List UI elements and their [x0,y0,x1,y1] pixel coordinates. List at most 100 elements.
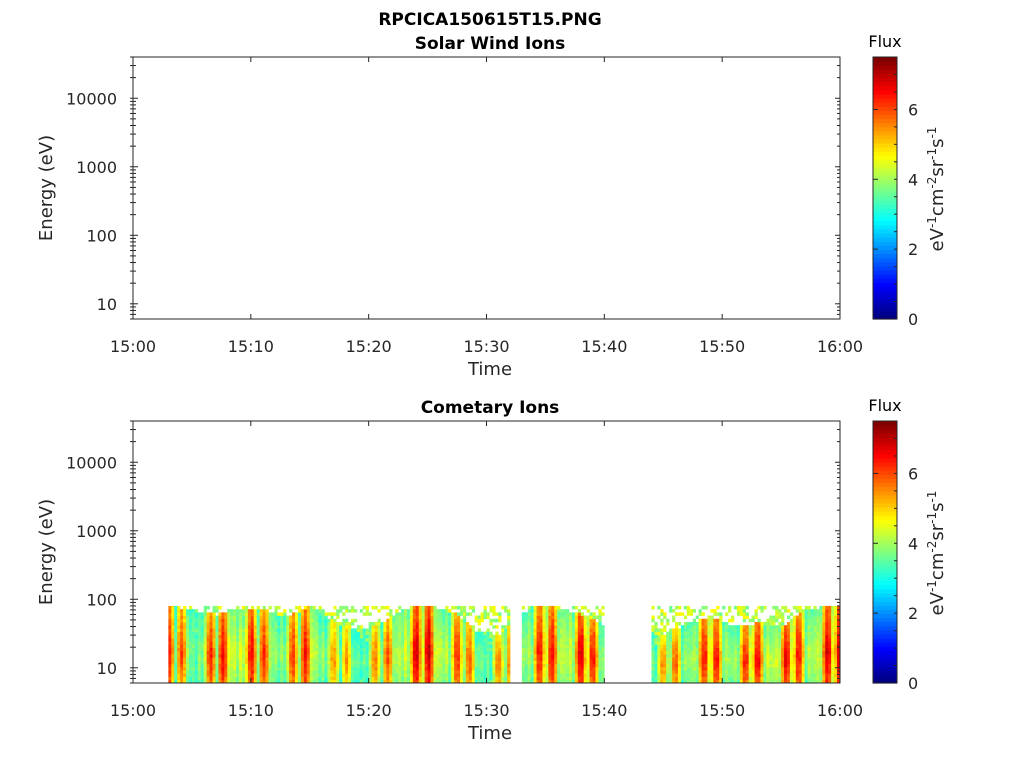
spectrogram-cell [686,647,691,652]
spectrogram-cell [784,654,788,658]
spectrogram-cell [669,638,673,642]
spectrogram-cell [760,621,764,626]
spectrogram-cell [560,647,564,652]
spectrogram-cell [368,650,372,655]
spectrogram-cell [739,660,744,665]
spectrogram-cell [766,634,770,639]
spectrogram-cell [660,628,664,632]
spectrogram-cell [786,676,791,681]
spectrogram-cell [504,679,508,684]
spectrogram-cell [215,644,219,648]
spectrogram-cell [433,654,437,658]
spectrogram-cell [798,673,803,677]
spectrogram-cell [813,612,817,616]
spectrogram-cell [186,625,190,629]
spectrogram-cell [789,679,794,684]
spectrogram-cell [336,647,340,652]
spectrogram-cell [183,631,187,636]
spectrogram-cell [819,621,823,626]
spectrogram-cell [822,638,826,642]
spectrogram-cell [507,673,511,677]
spectrogram-cell [577,654,582,658]
spectrogram-cell [792,663,797,668]
spectrogram-cell [701,628,705,632]
spectrogram-cell [215,618,219,623]
spectrogram-cell [212,673,216,677]
spectrogram-cell [209,647,213,652]
spectrogram-cell [418,628,422,632]
spectrogram-cell [501,628,505,632]
spectrogram-cell [259,644,263,648]
spectrogram-cell [736,631,741,636]
spectrogram-cell [415,673,420,677]
spectrogram-cell [424,673,428,677]
spectrogram-cell [583,679,587,684]
spectrogram-cell [368,673,372,677]
spectrogram-cell [666,618,670,623]
spectrogram-cell [486,650,490,655]
spectrogram-cell [227,679,231,684]
spectrogram-cell [551,676,555,681]
spectrogram-cell [745,605,749,610]
spectrogram-cell [212,615,216,620]
spectrogram-cell [677,641,682,645]
spectrogram-cell [651,679,655,684]
spectrogram-cell [701,663,705,668]
spectrogram-cell [303,618,308,623]
spectrogram-cell [327,612,331,616]
spectrogram-cell [557,609,561,613]
spectrogram-cell [592,660,596,665]
spectrogram-cell [277,679,281,684]
spectrogram-cell [318,660,322,665]
spectrogram-cell [454,676,458,681]
spectrogram-cell [256,657,260,661]
spectrogram-cell [754,647,758,652]
spectrogram-cell [763,628,767,632]
spectrogram-cell [218,625,222,629]
spectrogram-cell [680,666,685,671]
spectrogram-cell [418,634,422,639]
spectrogram-cell [707,621,711,626]
spectrogram-cell [250,673,255,677]
spectrogram-cell [527,657,531,661]
spectrogram-cell [277,663,281,668]
spectrogram-cell [200,641,204,645]
spectrogram-cell [672,618,676,623]
spectrogram-cell [233,609,237,613]
spectrogram-cell [733,647,738,652]
spectrogram-cell [595,663,599,668]
spectrogram-cell [186,641,190,645]
spectrogram-cell [474,657,478,661]
spectrogram-cell [465,644,470,648]
spectrogram-cell [318,612,322,616]
spectrogram-cell [309,634,313,639]
spectrogram-cell [533,666,537,671]
spectrogram-cell [495,663,499,668]
spectrogram-cell [183,670,187,674]
spectrogram-cell [725,654,729,658]
spectrogram-cell [404,631,408,636]
spectrogram-cell [745,670,749,674]
spectrogram-cell [548,638,552,642]
spectrogram-cell [837,638,841,642]
spectrogram-cell [274,670,278,674]
spectrogram-cell [415,625,420,629]
spectrogram-cell [530,657,534,661]
spectrogram-cell [350,654,355,658]
spectrogram-cell [748,641,752,645]
spectrogram-cell [778,673,782,677]
spectrogram-cell [557,673,561,677]
spectrogram-cell [748,634,752,639]
spectrogram-cell [197,666,202,671]
spectrogram-cell [551,673,555,677]
spectrogram-cell [701,621,705,626]
spectrogram-cell [745,673,749,677]
spectrogram-cell [775,609,779,613]
spectrogram-cell [566,618,570,623]
spectrogram-cell [651,618,655,623]
spectrogram-cell [330,657,334,661]
spectrogram-cell [745,631,749,636]
spectrogram-cell [504,663,508,668]
spectrogram-cell [492,644,496,648]
spectrogram-cell [583,673,587,677]
